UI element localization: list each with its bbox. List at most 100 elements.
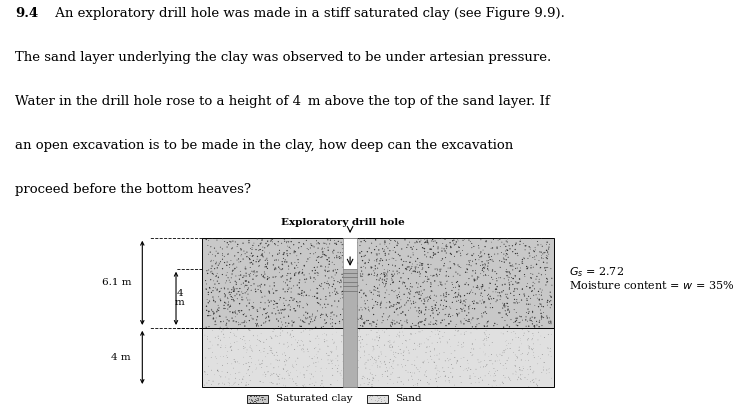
Point (481, 258, 493, 264)
Point (377, 279, 389, 285)
Point (527, 321, 539, 327)
Point (234, 272, 246, 279)
Point (499, 317, 511, 324)
Point (404, 259, 416, 265)
Point (334, 279, 346, 286)
Point (387, 349, 399, 355)
Point (201, 371, 213, 378)
Point (222, 251, 234, 257)
Point (309, 276, 321, 283)
Point (455, 298, 467, 305)
Point (349, 359, 361, 366)
Point (509, 368, 521, 374)
Point (518, 291, 530, 297)
Point (227, 381, 239, 388)
Point (412, 313, 424, 320)
Point (312, 272, 324, 279)
Point (422, 274, 434, 280)
Point (513, 344, 525, 351)
Point (508, 306, 520, 313)
Point (440, 273, 452, 279)
Point (368, 319, 380, 326)
Point (270, 274, 282, 280)
Point (440, 298, 452, 305)
Point (422, 264, 434, 271)
Point (436, 235, 448, 242)
Point (461, 266, 473, 273)
Point (266, 348, 278, 354)
Point (485, 304, 497, 311)
Point (411, 382, 423, 388)
Point (240, 370, 252, 377)
Point (440, 243, 452, 249)
Point (500, 300, 512, 306)
Point (521, 265, 533, 272)
Point (222, 290, 234, 296)
Point (330, 320, 342, 327)
Point (411, 289, 423, 295)
Point (502, 307, 514, 313)
Point (476, 377, 488, 383)
Point (379, 272, 391, 279)
Point (534, 286, 546, 292)
Point (452, 271, 464, 277)
Point (250, 258, 262, 265)
Point (375, 256, 387, 262)
Point (409, 240, 421, 246)
Point (456, 344, 468, 351)
Point (420, 269, 432, 276)
Point (327, 309, 339, 315)
Point (261, 265, 273, 272)
Point (486, 268, 498, 274)
Point (483, 254, 495, 261)
Point (276, 321, 288, 328)
Point (209, 299, 221, 305)
Point (494, 310, 506, 316)
Point (379, 250, 391, 257)
Point (201, 281, 213, 287)
Point (336, 332, 348, 339)
Point (506, 275, 518, 282)
Point (394, 305, 406, 311)
Point (504, 270, 516, 277)
Point (282, 372, 294, 378)
Point (421, 239, 433, 245)
Point (282, 266, 294, 272)
Point (430, 375, 442, 382)
Point (356, 268, 368, 274)
Point (379, 239, 391, 246)
Point (240, 278, 252, 285)
Point (246, 393, 258, 399)
Point (516, 350, 528, 357)
Point (349, 376, 361, 383)
Point (224, 291, 236, 298)
Point (474, 359, 486, 366)
Point (355, 382, 367, 388)
Point (248, 304, 260, 311)
Point (466, 352, 478, 359)
Point (322, 264, 334, 270)
Point (385, 371, 397, 378)
Point (483, 370, 495, 377)
Point (423, 381, 435, 387)
Point (483, 342, 495, 348)
Point (527, 271, 539, 277)
Point (272, 357, 284, 364)
Point (379, 361, 391, 368)
Point (544, 292, 556, 299)
Point (227, 309, 239, 315)
Point (510, 309, 522, 316)
Point (321, 319, 333, 326)
Point (522, 371, 534, 378)
Point (539, 359, 551, 366)
Point (270, 265, 282, 272)
Point (255, 281, 267, 288)
Point (320, 264, 332, 270)
Point (521, 318, 533, 324)
Point (515, 313, 527, 320)
Point (317, 305, 329, 311)
Point (253, 337, 265, 344)
Point (347, 251, 359, 258)
Point (461, 261, 473, 267)
Point (419, 236, 431, 242)
